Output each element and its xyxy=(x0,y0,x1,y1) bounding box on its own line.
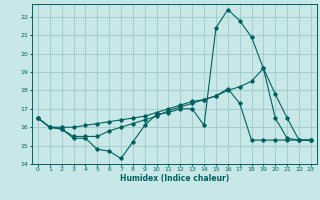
X-axis label: Humidex (Indice chaleur): Humidex (Indice chaleur) xyxy=(120,174,229,183)
